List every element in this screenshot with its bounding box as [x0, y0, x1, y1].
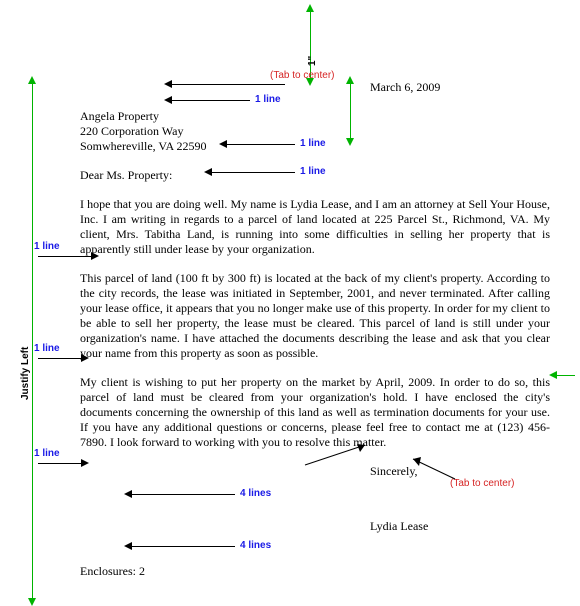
- arrow-line: [210, 172, 295, 173]
- arrow-line: [130, 494, 235, 495]
- arrow-head-icon: [306, 4, 314, 12]
- diagonal-arrow-icon: [300, 440, 380, 470]
- arrow-head-icon: [164, 96, 172, 104]
- one-line-label-4: 1 line: [34, 241, 60, 252]
- arrow-head-icon: [219, 140, 227, 148]
- arrow-line: [38, 463, 83, 464]
- one-line-label-2: 1 line: [300, 138, 326, 149]
- arrow-head-icon: [204, 168, 212, 176]
- top-margin-line: [310, 6, 311, 80]
- letter-body: March 6, 2009 Angela Property 220 Corpor…: [80, 80, 550, 579]
- paragraph-1: I hope that you are doing well. My name …: [80, 197, 550, 257]
- signature: Lydia Lease: [370, 519, 550, 534]
- arrow-line: [130, 546, 235, 547]
- date-line: March 6, 2009: [80, 80, 550, 95]
- arrow-line: [225, 144, 295, 145]
- one-line-label-6: 1 line: [34, 448, 60, 459]
- arrow-head-icon: [164, 80, 172, 88]
- arrow-line: [170, 84, 285, 85]
- arrow-line: [38, 256, 93, 257]
- four-lines-label-1: 4 lines: [240, 488, 271, 499]
- arrow-head-icon: [346, 138, 354, 146]
- justify-left-label: Justify Left: [20, 347, 31, 400]
- paragraph-3: My client is wishing to put her property…: [80, 375, 550, 450]
- right-margin-line: [555, 375, 575, 376]
- arrow-head-icon: [346, 76, 354, 84]
- date-text: March 6, 2009: [370, 80, 440, 94]
- arrow-line: [38, 358, 83, 359]
- arrow-head-icon: [81, 354, 89, 362]
- diagonal-arrow-icon-2: [405, 454, 460, 484]
- one-line-label-3: 1 line: [300, 166, 326, 177]
- one-line-label-1: 1 line: [255, 94, 281, 105]
- green-vertical-line: [350, 80, 351, 140]
- one-line-label-5: 1 line: [34, 343, 60, 354]
- recipient-name: Angela Property: [80, 109, 550, 124]
- arrow-head-icon: [28, 598, 36, 606]
- arrow-line: [170, 100, 250, 101]
- left-margin-line: [32, 80, 33, 600]
- arrow-head-icon: [91, 252, 99, 260]
- one-inch-label: 1": [307, 56, 318, 66]
- arrow-head-icon: [28, 76, 36, 84]
- arrow-head-icon: [124, 542, 132, 550]
- arrow-head-icon: [549, 371, 557, 379]
- recipient-street: 220 Corporation Way: [80, 124, 550, 139]
- enclosures: Enclosures: 2: [80, 564, 550, 579]
- paragraph-2: This parcel of land (100 ft by 300 ft) i…: [80, 271, 550, 361]
- closing: Sincerely,: [370, 464, 550, 479]
- tab-to-center-label: (Tab to center): [270, 70, 334, 81]
- arrow-head-icon: [81, 459, 89, 467]
- arrow-head-icon: [124, 490, 132, 498]
- closing-block: Sincerely, Lydia Lease: [80, 464, 550, 534]
- four-lines-label-2: 4 lines: [240, 540, 271, 551]
